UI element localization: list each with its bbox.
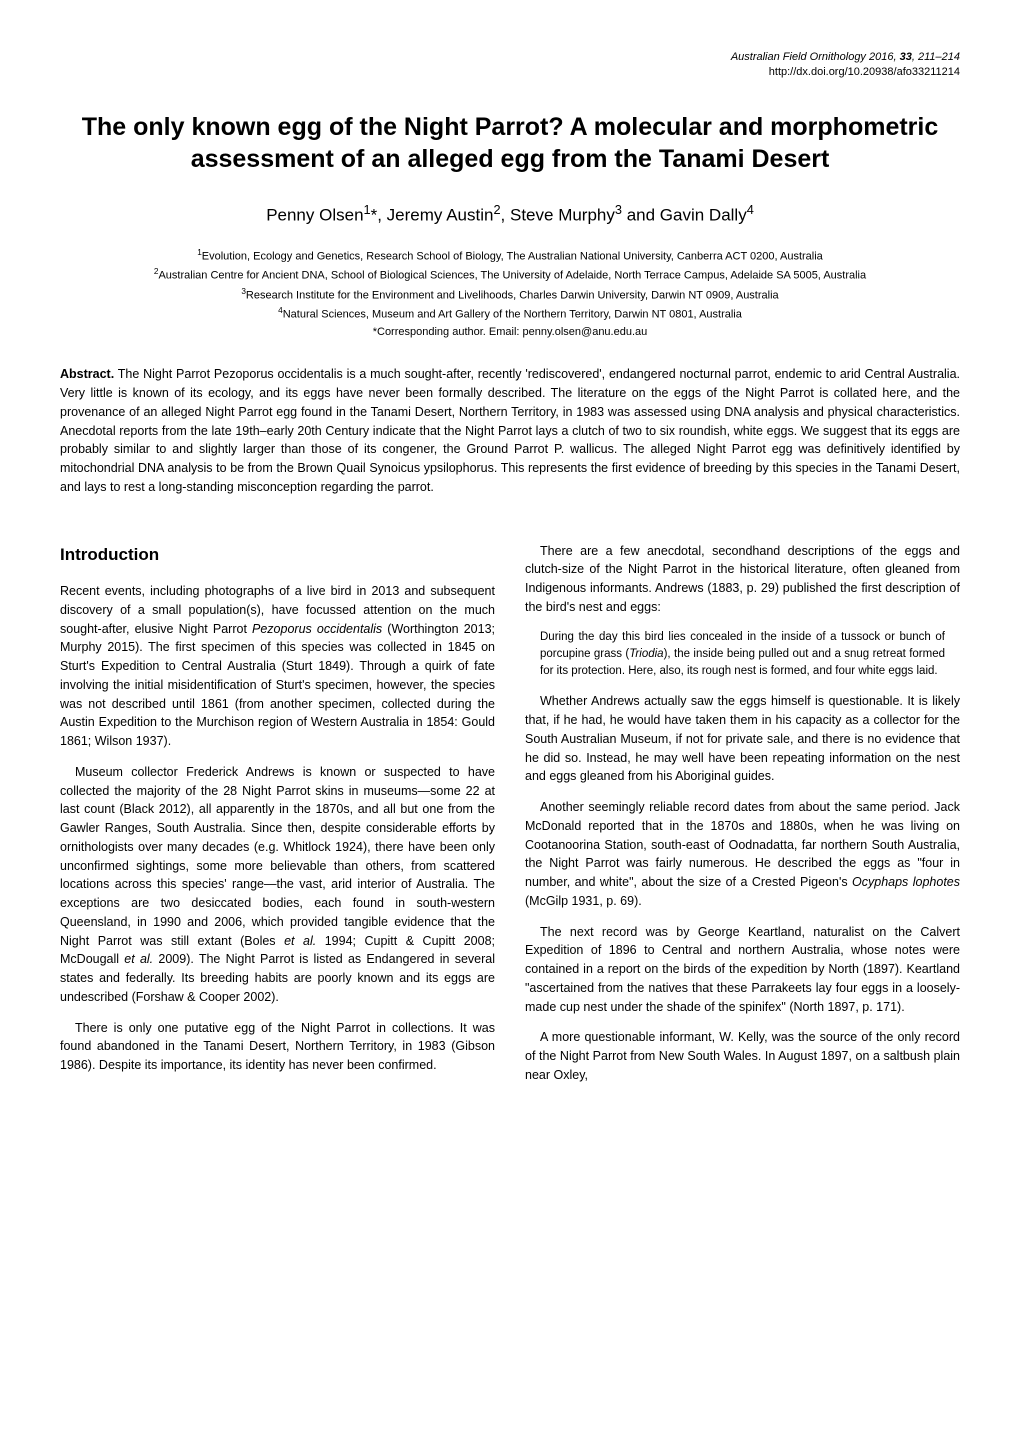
block-quote-andrews: During the day this bird lies concealed … xyxy=(540,629,945,681)
affiliation-1: 1Evolution, Ecology and Genetics, Resear… xyxy=(120,247,900,265)
article-title: The only known egg of the Night Parrot? … xyxy=(80,111,940,176)
affiliation-2: 2Australian Centre for Ancient DNA, Scho… xyxy=(120,266,900,284)
journal-year: 2016 xyxy=(869,51,893,63)
right-paragraph-2: Whether Andrews actually saw the eggs hi… xyxy=(525,692,960,786)
affiliation-4: 4Natural Sciences, Museum and Art Galler… xyxy=(120,305,900,323)
journal-doi: http://dx.doi.org/10.20938/afo33211214 xyxy=(60,65,960,80)
section-heading-introduction: Introduction xyxy=(60,542,495,568)
right-paragraph-4: The next record was by George Keartland,… xyxy=(525,923,960,1017)
intro-paragraph-1: Recent events, including photographs of … xyxy=(60,582,495,751)
journal-name: Australian Field Ornithology xyxy=(731,51,866,63)
right-paragraph-3: Another seemingly reliable record dates … xyxy=(525,798,960,911)
affiliation-3: 3Research Institute for the Environment … xyxy=(120,286,900,304)
intro-paragraph-2: Museum collector Frederick Andrews is kn… xyxy=(60,763,495,1007)
left-column: Introduction Recent events, including ph… xyxy=(60,542,495,1097)
intro-paragraph-3: There is only one putative egg of the Ni… xyxy=(60,1019,495,1075)
corresponding-author: *Corresponding author. Email: penny.olse… xyxy=(120,324,900,341)
affiliation-4-text: Natural Sciences, Museum and Art Gallery… xyxy=(283,308,742,320)
right-column: There are a few anecdotal, secondhand de… xyxy=(525,542,960,1097)
abstract-block: Abstract. The Night Parrot Pezoporus occ… xyxy=(60,365,960,496)
abstract-text: The Night Parrot Pezoporus occidentalis … xyxy=(60,367,960,494)
authors-line: Penny Olsen1*, Jeremy Austin2, Steve Mur… xyxy=(60,201,960,227)
right-paragraph-5: A more questionable informant, W. Kelly,… xyxy=(525,1028,960,1084)
journal-header: Australian Field Ornithology 2016, 33, 2… xyxy=(60,50,960,81)
affiliation-3-text: Research Institute for the Environment a… xyxy=(246,289,779,301)
right-paragraph-1: There are a few anecdotal, secondhand de… xyxy=(525,542,960,617)
abstract-label: Abstract. xyxy=(60,367,114,381)
content-columns: Introduction Recent events, including ph… xyxy=(60,542,960,1097)
affiliation-2-text: Australian Centre for Ancient DNA, Schoo… xyxy=(158,270,866,282)
journal-volume: 33 xyxy=(900,51,912,63)
affiliation-1-text: Evolution, Ecology and Genetics, Researc… xyxy=(202,251,823,263)
journal-pages: 211–214 xyxy=(918,51,960,63)
affiliations-block: 1Evolution, Ecology and Genetics, Resear… xyxy=(120,247,900,340)
